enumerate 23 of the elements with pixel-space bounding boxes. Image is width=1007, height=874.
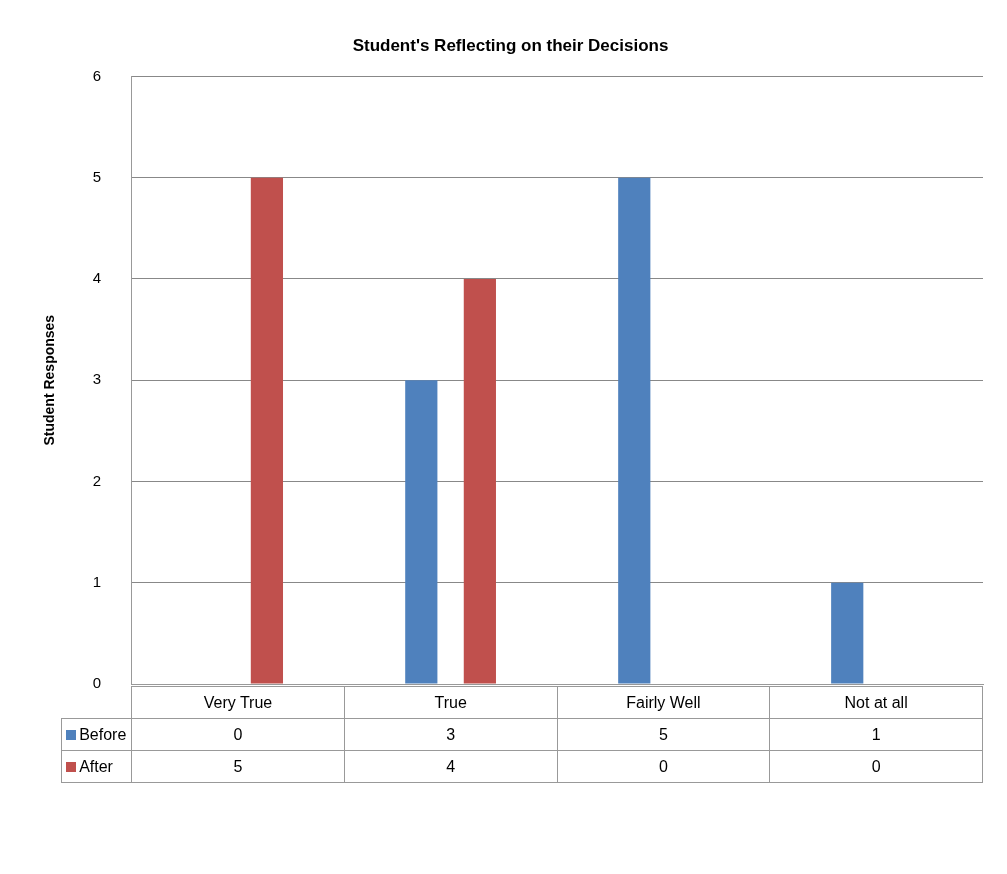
y-tick-label: 2 [92,471,102,489]
data-label: 4 [344,750,558,783]
y-tick-label: 5 [92,167,102,185]
data-label: 5 [131,750,345,783]
x-tick-label: Very True [131,686,345,719]
x-tick-label: Fairly Well [557,686,770,719]
data-label: 0 [557,750,770,783]
y-axis-title: Student Responses [41,314,58,446]
data-label: 0 [131,718,345,751]
y-tick-label: 1 [92,572,102,590]
y-tick-label: 6 [92,66,102,84]
y-tick-label: 3 [92,370,102,388]
y-tick-label: 0 [92,674,102,692]
data-label: 1 [769,718,983,751]
legend-label: Before [79,725,127,743]
y-tick-label: 4 [92,269,102,287]
x-tick-label: True [344,686,558,719]
legend-label: After [79,757,113,775]
chart-title: Student's Reflecting on their Decisions [352,35,669,55]
data-label: 0 [769,750,983,783]
data-label: 5 [557,718,770,751]
x-tick-label: Not at all [769,686,983,719]
data-label: 3 [344,718,558,751]
